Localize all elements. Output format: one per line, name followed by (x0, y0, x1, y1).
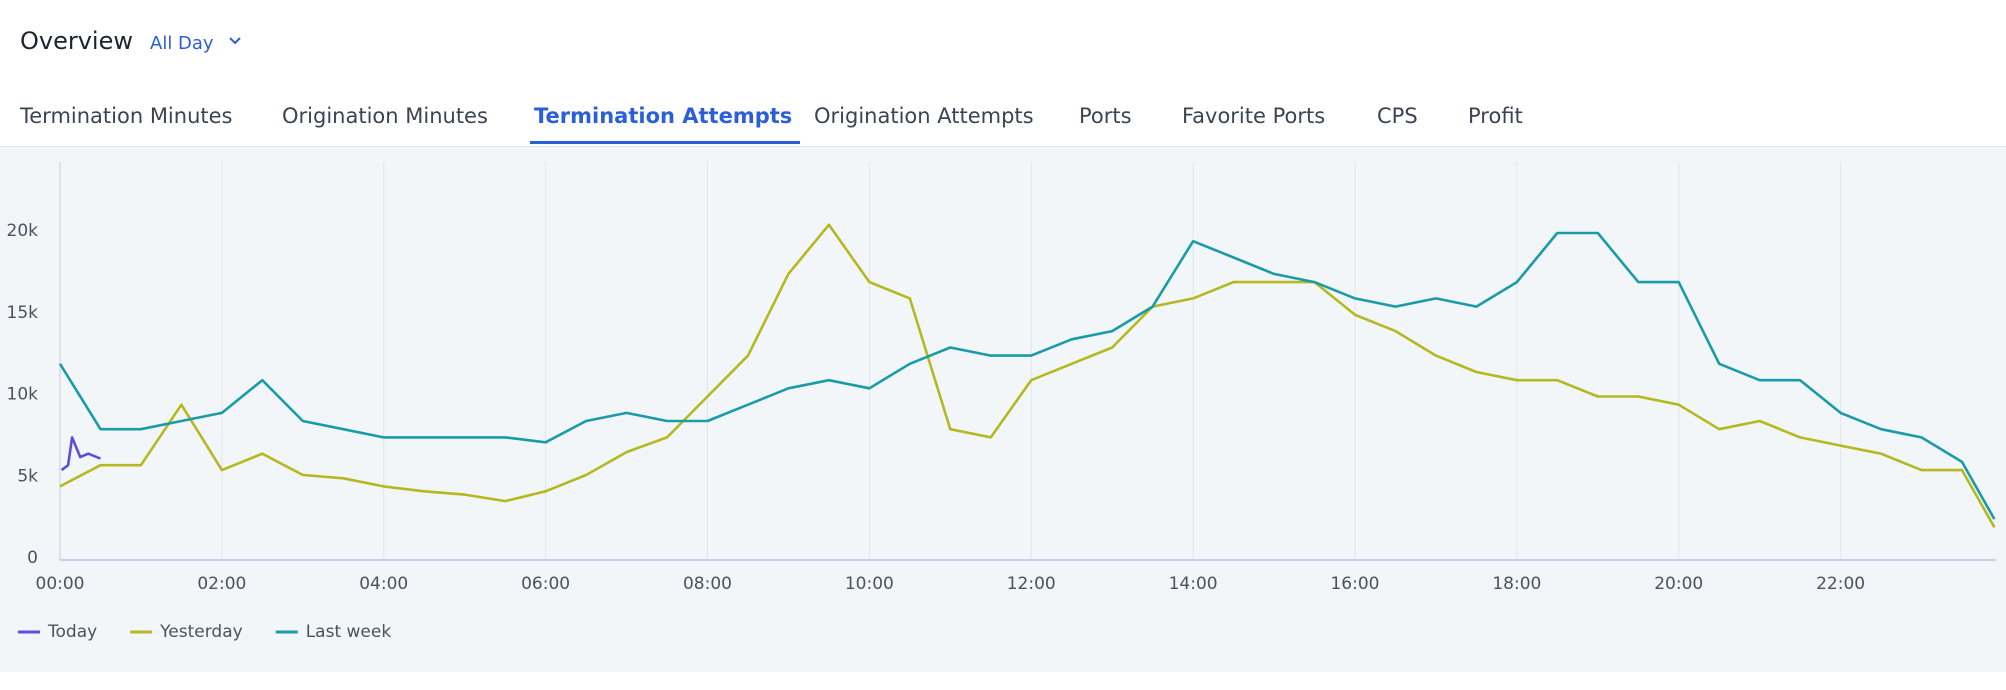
series-line (59, 223, 1996, 528)
tab[interactable]: Profit (1468, 104, 1523, 128)
legend-label: Last week (306, 622, 392, 642)
x-tick-label: 10:00 (845, 574, 894, 594)
legend-item[interactable]: Today (18, 622, 97, 642)
y-tick-label: 20k (7, 221, 39, 241)
tab[interactable]: Termination Minutes (20, 104, 233, 128)
y-tick-label: 0 (27, 548, 38, 568)
x-tick-label: 00:00 (36, 574, 85, 594)
x-tick-label: 14:00 (1169, 574, 1218, 594)
legend-item[interactable]: Last week (275, 622, 392, 642)
x-tick-label: 06:00 (521, 574, 570, 594)
y-tick-label: 5k (17, 466, 38, 486)
tab[interactable]: Ports (1079, 104, 1132, 128)
dropdown-chevron[interactable] (228, 36, 242, 46)
series-line (58, 231, 1996, 520)
tab[interactable]: Favorite Ports (1182, 104, 1326, 128)
tab[interactable]: Origination Minutes (282, 104, 488, 128)
tab[interactable]: CPS (1377, 104, 1418, 128)
x-tick-label: 22:00 (1816, 574, 1865, 594)
series-line (60, 436, 101, 472)
separator (0, 146, 2006, 147)
tab[interactable]: Termination Attempts (534, 104, 793, 128)
x-tick-label: 18:00 (1492, 574, 1541, 594)
legend-label: Today (47, 622, 97, 642)
chart-background (0, 147, 2006, 672)
range-dropdown[interactable]: All Day (150, 33, 214, 54)
x-tick-label: 04:00 (359, 574, 408, 594)
tab[interactable]: Origination Attempts (814, 104, 1034, 128)
chart: 00:00 02:00 04:00 06:00 08:00 10:00 12:00 14:00… (0, 147, 2006, 672)
y-tick-label: 10k (7, 385, 39, 405)
y-tick-label: 15k (7, 303, 39, 323)
x-tick-label: 20:00 (1654, 574, 1703, 594)
x-tick-label: 08:00 (683, 574, 732, 594)
x-tick-label: 16:00 (1330, 574, 1379, 594)
active-tab-underline (530, 141, 800, 144)
page-title: Overview (20, 27, 133, 55)
x-tick-label: 02:00 (197, 574, 246, 594)
legend-item[interactable]: Yesterday (130, 622, 243, 642)
legend-label: Yesterday (159, 622, 243, 642)
x-tick-label: 12:00 (1007, 574, 1056, 594)
